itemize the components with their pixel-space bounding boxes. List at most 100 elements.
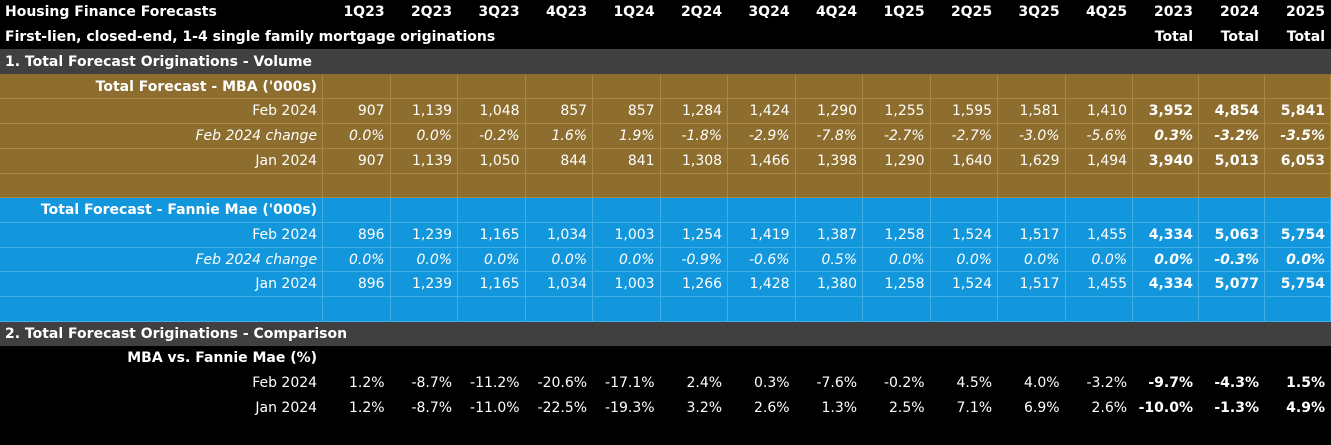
quarter-value: -8.7%	[390, 370, 458, 396]
empty-cell	[930, 197, 999, 223]
empty-cell	[525, 74, 594, 100]
fannie-group-title: Total Forecast - Fannie Mae ('000s)	[0, 197, 324, 223]
quarter-value: 896	[322, 222, 391, 248]
quarter-value: 1,239	[390, 271, 459, 298]
empty-cell	[795, 346, 863, 371]
empty-cell	[390, 173, 459, 199]
empty-cell	[1132, 346, 1199, 371]
comparison-group-title-row: MBA vs. Fannie Mae (%)	[0, 346, 1331, 371]
empty-cell	[1264, 173, 1331, 199]
quarter-value: 857	[592, 98, 661, 125]
quarter-value: 0.0%	[930, 247, 999, 273]
empty-cell	[862, 173, 931, 199]
quarter-value: 1,165	[457, 271, 526, 298]
mba-group-title-row: Total Forecast - MBA ('000s)	[0, 74, 1331, 100]
empty-cell	[795, 74, 864, 100]
empty-cell	[322, 296, 391, 322]
total-label: Total	[1264, 24, 1331, 50]
empty-cell	[457, 420, 526, 445]
quarter-value: -20.6%	[525, 370, 593, 396]
quarter-value: 0.3%	[727, 370, 796, 396]
year-total-value: 5,013	[1198, 148, 1265, 174]
empty-cell	[457, 296, 526, 322]
empty-cell	[457, 74, 526, 100]
empty-cell	[795, 296, 864, 322]
empty-cell	[862, 197, 931, 223]
empty-cell	[727, 173, 796, 199]
quarter-value: -3.0%	[997, 123, 1066, 149]
quarter-value: 0.0%	[322, 247, 391, 273]
empty-cell	[1065, 420, 1133, 445]
empty-cell	[930, 346, 998, 371]
quarter-value: 1,419	[727, 222, 796, 248]
empty-cell	[660, 197, 729, 223]
quarter-value: -11.0%	[457, 395, 526, 421]
empty-cell	[592, 74, 661, 100]
empty-cell	[1132, 74, 1200, 100]
section-header-row: 2. Total Forecast Originations - Compari…	[0, 321, 1331, 347]
row-label: Feb 2024	[0, 222, 324, 248]
empty-cell	[862, 420, 931, 445]
quarter-value: 1,034	[525, 271, 594, 298]
total-label: Total	[1132, 24, 1199, 50]
empty-cell	[862, 296, 931, 322]
empty-cell	[1065, 296, 1134, 322]
empty-cell	[930, 296, 999, 322]
year-total-value: -3.5%	[1264, 123, 1331, 149]
quarter-value: 1,048	[457, 98, 526, 125]
year-total-value: -1.3%	[1198, 395, 1265, 421]
empty-cell	[322, 197, 391, 223]
quarter-value: 1,258	[862, 222, 931, 248]
quarter-value: 1,165	[457, 222, 526, 248]
empty-cell	[727, 74, 796, 100]
year-total-value: 0.3%	[1132, 123, 1200, 149]
quarter-value: 1,290	[862, 148, 931, 174]
year-total-value: 3,952	[1132, 98, 1200, 125]
empty-cell	[1065, 346, 1133, 371]
quarter-header: 4Q24	[795, 0, 863, 25]
quarter-value: 1.6%	[525, 123, 594, 149]
row-label: Feb 2024	[0, 370, 323, 396]
empty-cell	[1198, 74, 1265, 100]
quarter-value: 1,308	[660, 148, 729, 174]
empty-cell	[592, 173, 661, 199]
row-label: Feb 2024	[0, 98, 324, 125]
year-total-value: 5,077	[1198, 271, 1265, 298]
empty-cell	[1065, 197, 1134, 223]
row-label: Jan 2024	[0, 271, 324, 298]
comparison-group-title: MBA vs. Fannie Mae (%)	[0, 346, 323, 371]
quarter-value: -0.2%	[862, 370, 931, 396]
empty-cell	[660, 296, 729, 322]
empty-cell	[390, 420, 458, 445]
year-header: 2023	[1132, 0, 1199, 25]
quarter-value: -17.1%	[592, 370, 661, 396]
quarter-header: 1Q24	[592, 0, 661, 25]
empty-cell	[1132, 420, 1199, 445]
empty-cell	[1198, 346, 1265, 371]
empty-cell	[457, 346, 526, 371]
quarter-value: -8.7%	[390, 395, 458, 421]
quarter-value: 1,410	[1065, 98, 1134, 125]
quarter-value: 907	[322, 98, 391, 125]
quarter-value: -7.6%	[795, 370, 863, 396]
table-row: Feb 2024 896 1,239 1,165 1,034 1,003 1,254 1,41…	[0, 222, 1331, 248]
empty-cell	[0, 420, 323, 445]
table-row: Feb 2024 1.2% -8.7% -11.2% -20.6% -17.1% 2.4% 0…	[0, 370, 1331, 396]
empty-cell	[727, 197, 796, 223]
quarter-value: -3.2%	[1065, 370, 1133, 396]
empty-cell	[1065, 74, 1134, 100]
empty-cell	[322, 420, 391, 445]
quarter-value: -19.3%	[592, 395, 661, 421]
quarter-value: 1,455	[1065, 271, 1134, 298]
table-row: Jan 2024 907 1,139 1,050 844 841 1,308 1,466 1,3…	[0, 148, 1331, 174]
quarter-header: 1Q25	[862, 0, 931, 25]
year-total-value: -0.3%	[1198, 247, 1265, 273]
empty-cell	[795, 173, 864, 199]
year-total-value: 4.9%	[1264, 395, 1331, 421]
section-header-row: 1. Total Forecast Originations - Volume	[0, 49, 1331, 75]
empty-cell	[592, 420, 661, 445]
empty-cell	[997, 197, 1066, 223]
empty-cell	[0, 296, 324, 322]
